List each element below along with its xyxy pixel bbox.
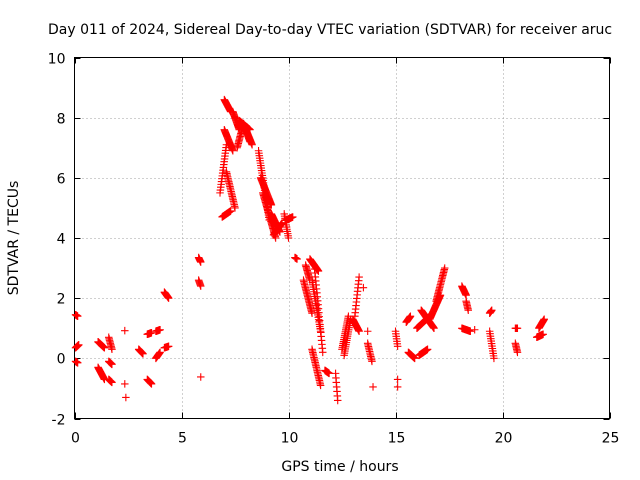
data-point (108, 378, 116, 387)
data-point (363, 327, 372, 336)
x-tick-label: 0 (71, 431, 80, 447)
y-tick-label: 6 (57, 172, 66, 188)
data-point (293, 255, 301, 263)
data-point (490, 354, 498, 363)
data-point (466, 327, 475, 336)
x-tick-label: 25 (602, 431, 620, 447)
data-point (156, 326, 164, 334)
data-point (333, 396, 342, 405)
data-point (226, 207, 235, 215)
chart-title: Day 011 of 2024, Sidereal Day-to-day VTE… (48, 22, 612, 38)
data-point (73, 359, 82, 367)
data-point (406, 312, 415, 320)
data-point (325, 369, 333, 378)
data-point (197, 282, 205, 290)
data-points (71, 95, 548, 405)
data-point (156, 348, 164, 357)
data-point (164, 342, 173, 351)
data-point (231, 204, 239, 212)
data-point (164, 294, 173, 302)
data-point (289, 213, 297, 221)
data-point (470, 326, 479, 334)
grid (74, 57, 610, 419)
data-point (430, 324, 438, 332)
data-point (359, 283, 368, 292)
data-point (318, 348, 327, 357)
data-point (229, 147, 237, 155)
data-point (369, 383, 377, 391)
data-point (488, 306, 496, 314)
data-point (246, 137, 254, 146)
data-point (355, 327, 363, 336)
y-tick-label: 10 (48, 52, 66, 68)
data-point (393, 375, 402, 384)
data-point (147, 380, 156, 388)
y-tick-label: 0 (57, 352, 66, 368)
y-tick-label: 8 (57, 112, 66, 128)
data-point (108, 345, 116, 354)
x-tick-label: 15 (388, 431, 406, 447)
data-point (393, 383, 402, 391)
data-point (368, 357, 376, 366)
data-point (284, 234, 293, 242)
data-point (464, 306, 473, 314)
ticks: 0 5 10 15 20 25 -2 0 2 4 6 8 10 (48, 52, 620, 447)
data-point (121, 380, 129, 388)
data-point (355, 273, 363, 281)
y-tick-label: 2 (57, 292, 66, 308)
data-point (316, 381, 325, 390)
data-point (513, 348, 522, 357)
data-point (197, 258, 205, 266)
x-tick-label: 5 (178, 431, 187, 447)
data-point (73, 312, 82, 320)
data-point (423, 345, 432, 354)
data-point (197, 373, 205, 381)
x-tick-label: 10 (281, 431, 299, 447)
y-tick-label: -2 (52, 413, 66, 429)
data-point (122, 393, 130, 402)
data-point (100, 344, 109, 352)
y-tick-label: 4 (57, 232, 66, 248)
data-point (513, 324, 522, 332)
y-axis-label: SDTVAR / TECUs (6, 181, 22, 296)
x-axis-label: GPS time / hours (281, 459, 398, 475)
data-point (75, 341, 83, 349)
data-point (539, 330, 547, 339)
x-tick-label: 20 (495, 431, 513, 447)
data-point (139, 350, 147, 358)
data-point (540, 315, 548, 323)
data-point (147, 329, 156, 337)
data-point (440, 264, 449, 272)
data-point (393, 342, 402, 351)
data-point (121, 326, 129, 335)
data-point (411, 354, 419, 363)
data-point (108, 360, 116, 369)
data-point (462, 291, 470, 299)
